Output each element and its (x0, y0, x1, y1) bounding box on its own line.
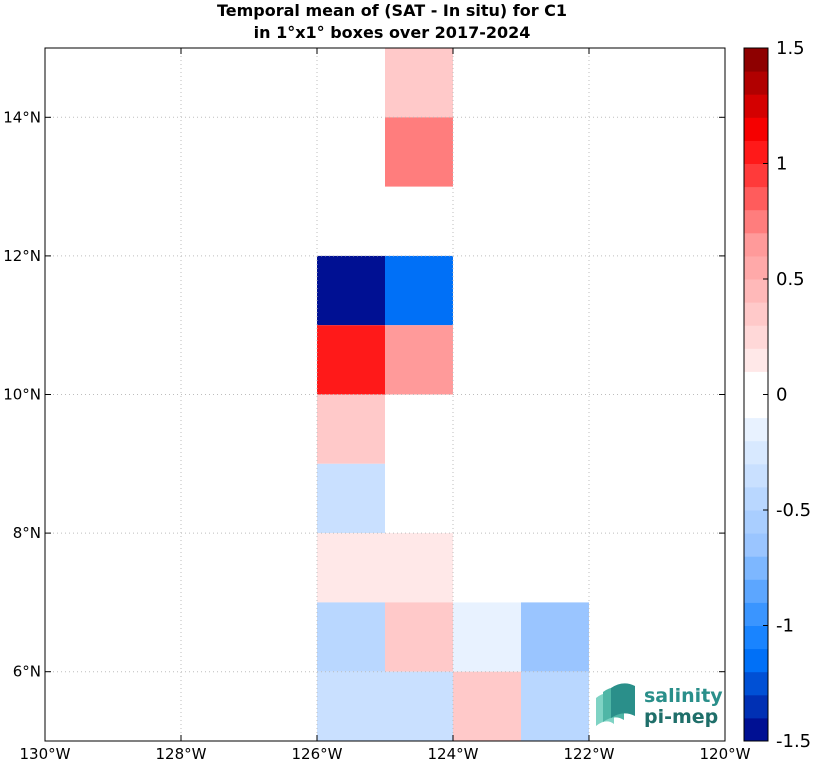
y-tick-label: 10°N (3, 386, 41, 404)
colorbar-level (744, 279, 768, 303)
x-tick-label: 126°W (292, 745, 343, 763)
colorbar-level (744, 163, 768, 188)
colorbar-level (744, 694, 768, 719)
colorbar-level (744, 486, 768, 511)
x-tick-label: 120°W (700, 745, 751, 763)
y-tick-label: 12°N (3, 247, 41, 265)
colorbar-level (744, 671, 768, 696)
heatmap-cell (317, 533, 385, 603)
colorbar-level (744, 71, 768, 95)
x-tick-label: 128°W (156, 745, 207, 763)
heatmap-cell (385, 117, 453, 187)
x-tick-label: 130°W (20, 745, 71, 763)
colorbar-level (744, 579, 768, 603)
heatmap-cell (453, 671, 521, 741)
heatmap-cell (453, 602, 521, 672)
colorbar-level (744, 117, 768, 141)
colorbar-tick-label: -0.5 (776, 500, 811, 521)
wave-icon (596, 683, 635, 726)
colorbar-tick-label: -1.5 (776, 731, 811, 752)
colorbar-tick-label: 0.5 (776, 269, 805, 290)
logo-text-pi-mep: pi-mep (644, 706, 718, 728)
colorbar-level (744, 463, 768, 488)
colorbar-level (744, 302, 768, 326)
colorbar-level (744, 325, 768, 349)
colorbar-level (744, 556, 768, 580)
y-tick-label: 8°N (13, 524, 41, 542)
heatmap-cell (521, 602, 589, 672)
heatmap-cell (317, 602, 385, 672)
colorbar-level (744, 648, 768, 673)
heatmap-cell (317, 394, 385, 464)
colorbar-level (744, 232, 768, 257)
colorbar-level (744, 602, 768, 626)
colorbar-level (744, 186, 768, 211)
colorbar-level (744, 717, 768, 742)
heatmap-cell (385, 602, 453, 672)
heatmap-cell (317, 671, 385, 741)
colorbar-tick-label: 0 (776, 385, 787, 406)
heatmap-cell (317, 255, 385, 326)
colorbar-level (744, 417, 768, 442)
colorbar-level (744, 533, 768, 557)
logo-text-salinity: salinity (644, 685, 723, 707)
colorbar-level (744, 48, 768, 72)
heatmap-cell (317, 325, 385, 395)
chart-title-line-1: Temporal mean of (SAT - In situ) for C1 (217, 1, 567, 20)
colorbar-level (744, 440, 768, 465)
colorbar-ticks: 1.5 1 0.5 0 -0.5 -1 -1.5 (763, 38, 811, 752)
axis-ticks: 130°W 128°W 126°W 124°W 122°W 120°W 6°N 8°N 10°N… (3, 48, 751, 763)
grid-lines (45, 48, 725, 741)
heatmap-cell (385, 671, 453, 741)
colorbar-level (744, 348, 768, 372)
colorbar-level (744, 94, 768, 118)
heatmap-cell (385, 533, 453, 603)
colorbar-level (744, 209, 768, 234)
colorbar-tick-label: 1.5 (776, 38, 805, 59)
colorbar-level (744, 394, 768, 419)
colorbar-tick-label: -1 (776, 616, 794, 637)
colorbar-level (744, 510, 768, 534)
y-tick-label: 14°N (3, 108, 41, 126)
heatmap-cell (385, 48, 453, 118)
colorbar-tick-label: 1 (776, 154, 787, 175)
x-tick-label: 124°W (428, 745, 479, 763)
x-tick-label: 122°W (564, 745, 615, 763)
chart-title-line-2: in 1°x1° boxes over 2017-2024 (254, 23, 531, 42)
heatmap-cell (317, 463, 385, 534)
colorbar (744, 48, 768, 742)
y-tick-label: 6°N (13, 663, 41, 681)
colorbar-level (744, 625, 768, 650)
colorbar-level (744, 371, 768, 395)
heatmap-cell (385, 255, 453, 326)
colorbar-level (744, 255, 768, 280)
colorbar-level (744, 140, 768, 164)
heatmap-cell (385, 325, 453, 395)
salinity-pi-mep-logo: salinity pi-mep (596, 683, 723, 728)
heatmap-cells (317, 48, 589, 741)
heatmap-cell (521, 671, 589, 741)
